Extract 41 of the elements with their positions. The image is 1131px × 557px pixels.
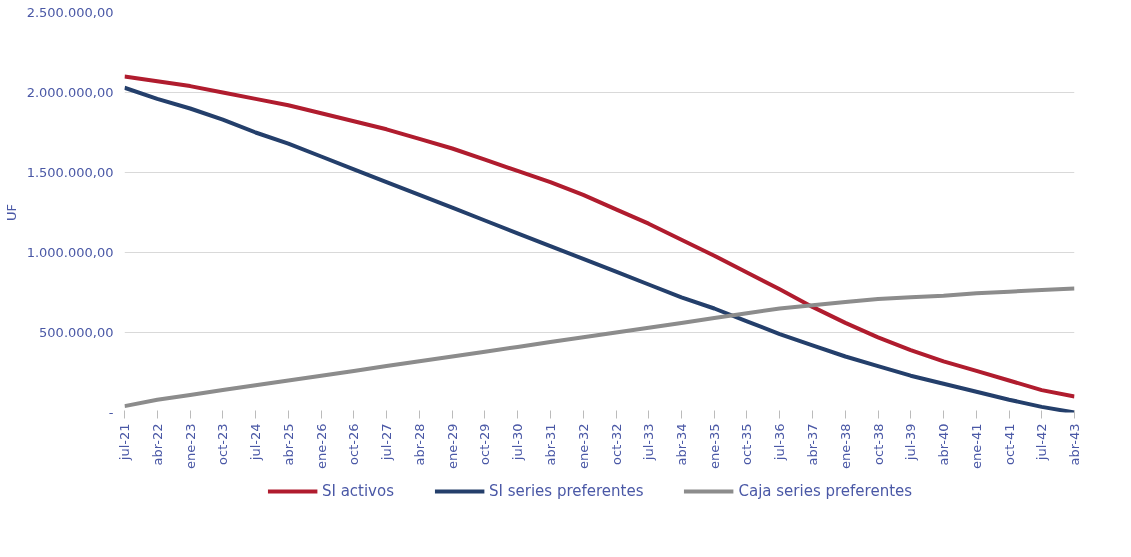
- x-tick-label: jul-36: [772, 423, 788, 462]
- x-tick-label: jul-42: [1034, 423, 1050, 462]
- y-tick-label: 500.000,00: [39, 325, 114, 340]
- legend-label: SI series preferentes: [489, 482, 644, 500]
- line-series: [124, 286, 1075, 409]
- x-tick-label: ene-29: [444, 423, 460, 469]
- x-tick-label: oct-38: [870, 423, 886, 465]
- x-tick-label: abr-22: [149, 423, 165, 466]
- y-tick-label: 2.000.000,00: [26, 85, 114, 100]
- x-tick-label: oct-29: [477, 423, 493, 465]
- legend-label: SI activos: [321, 482, 394, 500]
- x-tick-label: jul-27: [379, 423, 395, 462]
- x-tick-label: jul-39: [903, 423, 919, 462]
- x-tick-label: abr-43: [1067, 423, 1082, 466]
- x-tick-label: ene-26: [313, 423, 329, 469]
- x-tick-label: jul-33: [641, 423, 657, 462]
- x-tick-label: jul-24: [248, 423, 264, 462]
- x-tick-label: ene-32: [575, 423, 591, 469]
- x-tick-label: abr-31: [542, 423, 558, 466]
- y-tick-label: 2.500.000,00: [26, 5, 114, 20]
- x-tick-label: abr-25: [280, 423, 296, 466]
- y-axis-title: UF: [3, 204, 19, 221]
- x-tick-label: oct-32: [608, 423, 624, 465]
- x-tick-label: ene-23: [182, 423, 198, 469]
- y-tick-label: -: [108, 405, 114, 420]
- x-tick-label: abr-40: [936, 423, 952, 466]
- x-tick-label: ene-35: [706, 423, 722, 469]
- x-tick-label: oct-23: [215, 423, 231, 465]
- y-tick-label: 1.500.000,00: [26, 165, 114, 180]
- x-tick-label: jul-30: [510, 423, 526, 462]
- x-tick-label: oct-41: [1001, 423, 1017, 465]
- x-tick-label: abr-34: [673, 423, 689, 466]
- x-tick-label: oct-26: [346, 423, 362, 465]
- x-tick-label: ene-38: [837, 423, 853, 469]
- legend-label: Caja series preferentes: [738, 482, 913, 500]
- x-tick-label: abr-37: [804, 423, 820, 466]
- x-tick-label: jul-21: [117, 423, 132, 462]
- x-tick-label: ene-41: [968, 423, 984, 469]
- y-tick-label: 1.000.000,00: [26, 245, 114, 260]
- x-tick-label: oct-35: [739, 423, 755, 465]
- x-tick-label: abr-28: [411, 423, 427, 466]
